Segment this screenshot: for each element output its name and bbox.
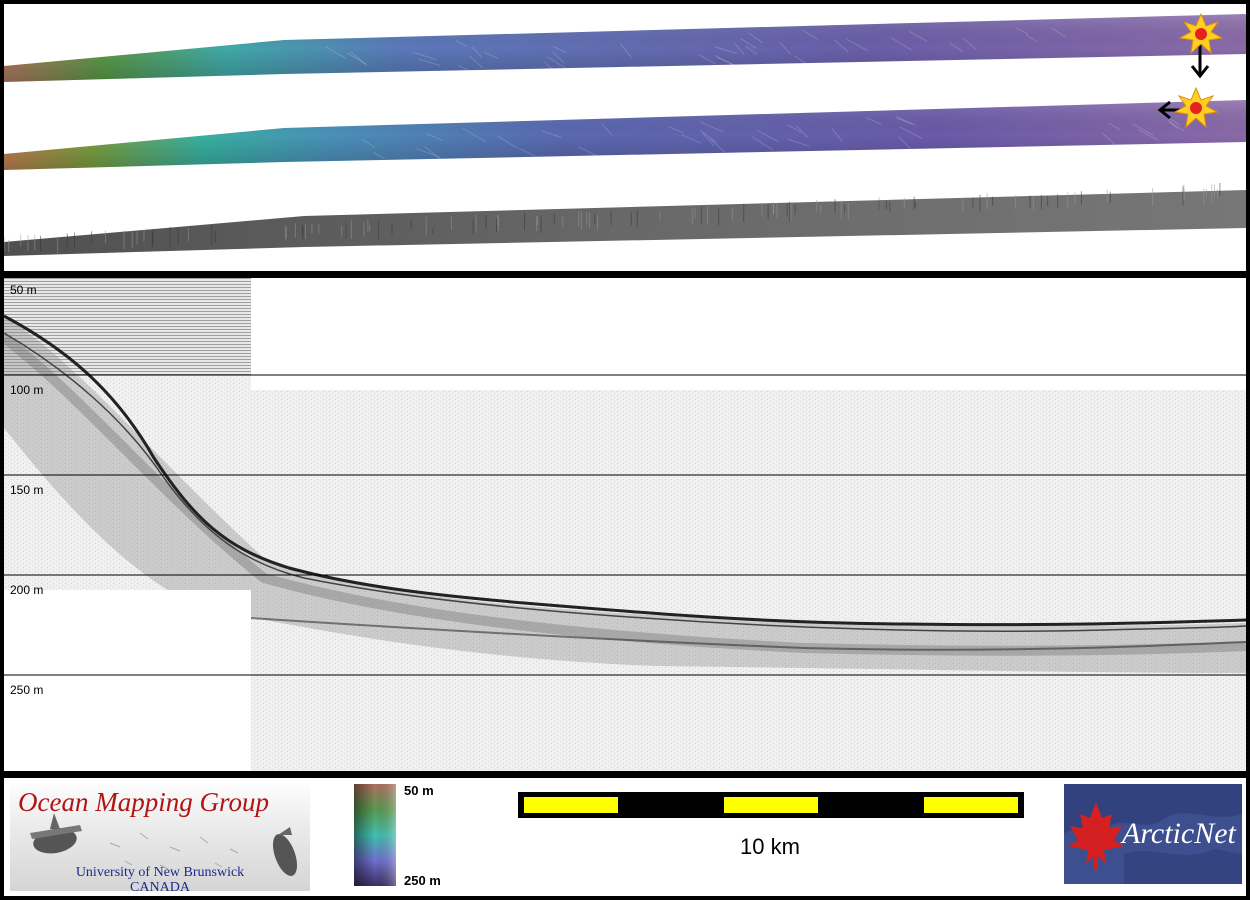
swath-panel [4,4,1246,271]
depth-colorbar [354,784,396,886]
maple-leaf-icon [1068,802,1124,870]
omg-university: University of New Brunswick [75,865,245,880]
sediment-layers [4,316,1246,673]
arcticnet-logo: ArcticNet [1064,784,1242,884]
colorbar-bottom-label: 250 m [404,873,441,888]
swath-svg [4,12,1246,256]
omg-title: Ocean Mapping Group [18,787,269,817]
ocean-mapping-group-logo: Ocean Mapping Group University of New Br… [10,783,310,891]
depth-tick-label: 250 m [10,683,44,697]
depth-tick-label: 200 m [10,583,44,597]
subbottom-profile-svg [4,278,1246,771]
swath-texture [4,27,1221,254]
scale-bar [518,792,1024,818]
depth-gridlines [4,374,1246,676]
seafloor-reflector [4,314,1246,627]
scale-bar-label: 10 km [740,834,800,859]
omg-country: CANADA [130,880,190,891]
legend-panel: Ocean Mapping Group University of New Br… [4,778,1246,896]
depth-tick-label: 50 m [10,283,37,297]
arcticnet-wordmark: ArcticNet [1122,817,1236,850]
line-end-marker [1173,86,1219,129]
depth-tick-label: 150 m [10,483,44,497]
colorbar-top-label: 50 m [404,783,434,798]
backscatter-swath [4,190,1246,256]
line-start-marker [1178,12,1224,55]
subbottom-profile-panel: 50 m 100 m 150 m 200 m 250 m [4,278,1246,771]
survey-vessel-icon [30,813,298,876]
profile-background [251,390,1246,771]
data-gap-top [251,278,1246,390]
data-gap-bottom [4,590,251,771]
depth-tick-label: 100 m [10,383,44,397]
